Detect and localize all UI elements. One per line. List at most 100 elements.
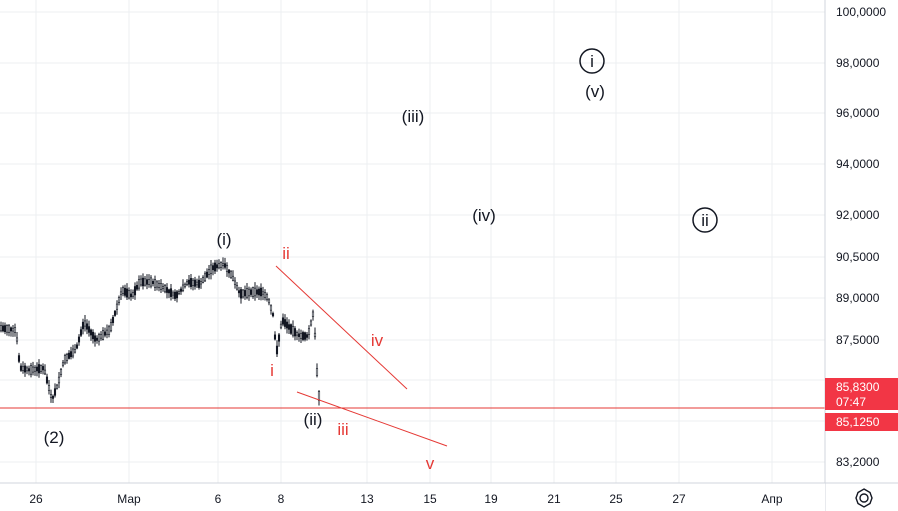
y-tick-label: 98,0000 [836,56,880,70]
y-tick-label: 92,0000 [836,208,880,222]
candle-body [283,319,287,327]
upper-trend-line[interactable] [275,265,408,390]
candle-body [117,297,121,303]
lower-trend-line[interactable] [296,391,448,447]
time-axis[interactable]: 26 Мар 6 8 13 15 19 21 25 27 Апр [0,482,898,511]
candle-body [299,333,303,339]
candle-body [265,294,269,300]
candle-body [11,327,15,332]
candle-body [305,334,309,338]
candle-body [3,325,7,332]
candle-body [239,289,243,299]
candle-body [289,324,293,334]
candle-body [217,263,221,269]
candle-body [183,283,187,288]
candle-body [69,351,73,358]
candle-body [213,262,217,272]
candle-body [155,281,159,288]
wave-label-2: (2) [44,428,65,447]
y-tick-label: 90,5000 [836,250,880,264]
candle-body [143,278,147,286]
candle-body [125,288,129,298]
x-tick-label: 19 [484,492,498,506]
candle-body [227,269,231,274]
candle-body [127,290,131,299]
candle-body [201,277,205,283]
candle-body [205,271,209,278]
candle-body [311,311,315,318]
wave-label-iii-paren: (iii) [402,107,425,126]
candle-body [221,263,225,266]
candle-body [195,281,199,286]
candle-body [231,275,235,281]
candle-body [175,291,179,299]
candle-body [65,354,69,361]
red-wave-label-ii: ii [282,244,290,263]
candle-body [211,265,215,271]
last-price-badge: 85,8300 07:47 [825,378,898,410]
candle-body [219,262,223,268]
candle-body [267,299,271,304]
candle-body [35,366,39,372]
candle-body [115,303,119,310]
svg-text:i: i [590,52,594,71]
candle-body [273,334,277,340]
candle-body [45,376,49,384]
candle-body [167,289,171,294]
candle-body [25,367,29,372]
candle-body [209,264,213,275]
x-tick-label: Мар [117,492,141,506]
candle-body [315,368,319,376]
x-tick-label: 21 [547,492,561,506]
candle-body [17,355,21,362]
price-axis[interactable]: 100,0000 98,0000 96,0000 94,0000 92,0000… [824,0,898,511]
candle-body [207,269,211,275]
red-wave-label-v: v [426,454,435,473]
candle-body [13,327,17,333]
candle-body [0,325,3,332]
candle-body [21,366,25,371]
candle-body [285,321,289,329]
candle-body [85,323,89,330]
candle-body [233,280,237,285]
candle-body [89,329,93,336]
candle-body [157,283,161,288]
horizontal-line-badge: 85,1250 [825,413,898,431]
candle-body [191,279,195,286]
wave-label-ii-paren: (ii) [304,410,323,429]
x-tick-label: Апр [761,492,783,506]
candle-body [161,286,165,289]
candle-body [197,279,201,288]
candle-body [37,364,41,374]
red-wave-label-i: i [270,361,274,380]
candle-body [293,328,297,337]
circled-wave-label-ii: ii [692,207,718,233]
candle-body [61,362,65,366]
candle-body [71,348,75,357]
candle-body [159,283,163,290]
gear-icon[interactable] [855,488,873,508]
candle-body [133,286,137,296]
candle-body [281,317,285,325]
y-tick-label: 83,2000 [836,455,880,469]
svg-text:85,8300: 85,8300 [836,380,880,394]
candle-body [81,321,85,330]
candle-body [297,333,301,337]
candle-body [151,281,155,284]
candle-body [295,332,299,336]
candle-body [107,326,111,335]
candle-body [9,327,13,332]
candle-body [55,384,59,389]
candle-body [301,332,305,340]
candle-body [309,320,313,326]
candle-body [135,284,139,290]
candle-body [277,334,281,342]
candle-body [271,313,275,317]
red-wave-label-iii: iii [337,420,348,439]
x-tick-label: 13 [360,492,374,506]
candle-body [257,288,261,296]
candle-body [243,290,247,297]
candle-body [229,270,233,279]
